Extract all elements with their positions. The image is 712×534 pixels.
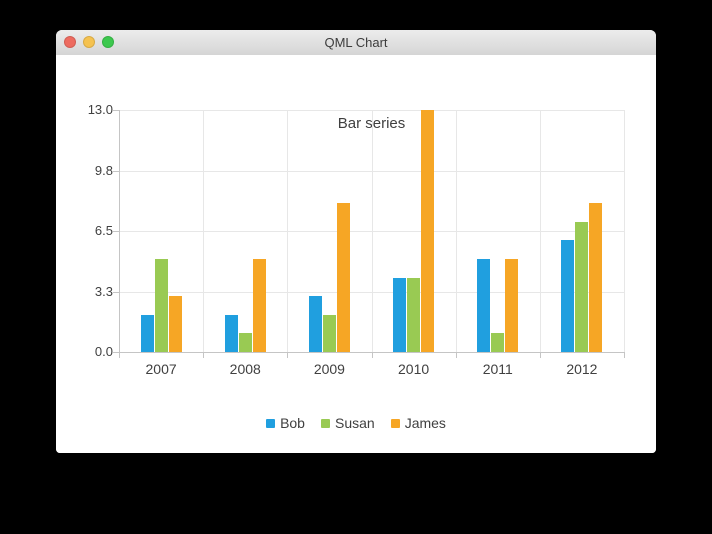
gridline-vertical bbox=[203, 110, 205, 352]
gridline-vertical bbox=[624, 110, 625, 352]
x-axis-tick bbox=[371, 353, 373, 358]
bar-james-2009 bbox=[336, 203, 350, 352]
x-axis-tick bbox=[287, 353, 289, 358]
traffic-lights bbox=[64, 36, 114, 48]
window-titlebar[interactable]: QML Chart bbox=[56, 30, 656, 56]
gridline-vertical bbox=[455, 110, 457, 352]
legend-item-james: James bbox=[390, 415, 446, 431]
bar-susan-2010 bbox=[407, 277, 421, 352]
bar-james-2010 bbox=[421, 110, 435, 352]
bar-susan-2009 bbox=[322, 314, 336, 352]
y-axis-line bbox=[119, 110, 120, 352]
bar-bob-2007 bbox=[140, 314, 154, 352]
legend-label: James bbox=[404, 415, 446, 431]
y-axis-label: 3.3 bbox=[94, 283, 113, 299]
legend-label: Bob bbox=[280, 415, 305, 431]
chart-region: Bar series Bob Susan James 13.0 9.8 6.5 3.3 0.… bbox=[56, 55, 656, 453]
gridline-vertical bbox=[539, 110, 541, 352]
bar-bob-2008 bbox=[224, 314, 238, 352]
y-axis-tick bbox=[113, 231, 119, 232]
zoom-button[interactable] bbox=[102, 36, 114, 48]
minimize-button[interactable] bbox=[83, 36, 95, 48]
x-axis-tick bbox=[119, 353, 120, 358]
y-axis-label: 6.5 bbox=[94, 223, 113, 238]
x-axis-label: 2010 bbox=[398, 361, 430, 377]
y-axis-label: 0.0 bbox=[94, 344, 113, 359]
x-axis-label: 2011 bbox=[482, 361, 513, 377]
close-button[interactable] bbox=[64, 36, 76, 48]
y-axis-label: 13.0 bbox=[87, 102, 113, 117]
y-axis-tick bbox=[113, 110, 119, 111]
legend-item-susan: Susan bbox=[320, 415, 375, 431]
x-axis-tick bbox=[455, 353, 457, 358]
x-axis-label: 2007 bbox=[145, 361, 177, 377]
y-axis-tick bbox=[113, 291, 119, 293]
bar-james-2011 bbox=[505, 258, 519, 352]
x-axis-tick bbox=[203, 353, 205, 358]
chart-legend: Bob Susan James bbox=[56, 415, 656, 431]
legend-swatch-bob bbox=[266, 418, 276, 428]
x-axis-tick bbox=[624, 353, 625, 358]
window-title: QML Chart bbox=[324, 35, 388, 50]
gridline-vertical bbox=[371, 110, 373, 352]
y-axis-tick bbox=[113, 352, 119, 353]
bar-susan-2008 bbox=[238, 333, 252, 352]
legend-item-bob: Bob bbox=[266, 415, 305, 431]
bar-james-2012 bbox=[589, 203, 603, 352]
x-axis-line bbox=[119, 352, 625, 353]
legend-swatch-james bbox=[390, 418, 400, 428]
bar-bob-2009 bbox=[308, 296, 322, 352]
bar-bob-2012 bbox=[561, 240, 575, 352]
bar-james-2007 bbox=[168, 296, 182, 352]
y-axis-tick bbox=[113, 170, 119, 172]
bar-susan-2011 bbox=[491, 333, 505, 352]
x-axis-tick bbox=[539, 353, 541, 358]
x-axis-label: 2009 bbox=[313, 361, 345, 377]
legend-swatch-susan bbox=[320, 418, 330, 428]
bar-susan-2007 bbox=[154, 258, 168, 352]
gridline-vertical bbox=[287, 110, 289, 352]
bar-bob-2011 bbox=[477, 258, 491, 352]
bar-susan-2012 bbox=[575, 221, 589, 352]
x-axis-label: 2008 bbox=[229, 361, 261, 377]
x-axis-label: 2012 bbox=[566, 361, 598, 377]
app-window: QML Chart Bar series Bob Susan James 13.0 9… bbox=[56, 30, 656, 453]
bar-bob-2010 bbox=[393, 277, 407, 352]
bar-james-2008 bbox=[252, 258, 266, 352]
y-axis-label: 9.8 bbox=[94, 162, 113, 178]
legend-label: Susan bbox=[334, 415, 375, 431]
